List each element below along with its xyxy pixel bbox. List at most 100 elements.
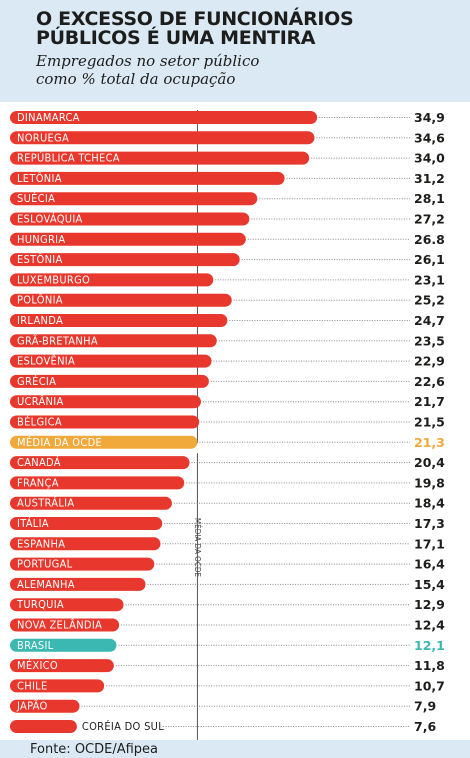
category-label: TURQUIA <box>16 598 64 611</box>
bar <box>10 415 200 429</box>
category-label: CANADÁ <box>17 456 61 469</box>
bar <box>10 699 80 713</box>
category-label: REPÚBLICA TCHECA <box>17 152 120 165</box>
category-label: ITÁLIA <box>17 517 49 530</box>
bar <box>10 456 190 470</box>
value-label: 17,1 <box>414 536 445 551</box>
category-label: JAPÃO <box>16 700 48 713</box>
value-label: 12,4 <box>414 618 445 633</box>
value-label: 23,1 <box>414 272 445 287</box>
bar <box>10 638 117 652</box>
category-label: IRLANDA <box>17 314 63 327</box>
bar <box>10 131 315 145</box>
category-label: ALEMANHA <box>17 578 75 591</box>
bar <box>10 171 285 185</box>
bar <box>10 557 155 571</box>
category-label: CORÉIA DO SUL <box>82 720 164 733</box>
value-label: 18,4 <box>414 496 445 511</box>
value-label: 7,6 <box>414 719 436 734</box>
bar <box>10 293 232 307</box>
value-label: 21,5 <box>414 415 445 430</box>
value-label: 21,3 <box>414 435 445 450</box>
value-label: 27,2 <box>414 212 445 227</box>
value-label: 22,9 <box>414 354 445 369</box>
category-label: LETÔNIA <box>17 172 62 185</box>
source-note: Fonte: OCDE/Afipea <box>30 742 159 757</box>
category-label: BÉLGICA <box>17 416 62 429</box>
category-label: SUÉCIA <box>17 192 55 205</box>
bar <box>10 212 250 226</box>
category-label: MÉXICO <box>17 659 58 672</box>
value-label: 11,8 <box>414 658 445 673</box>
value-label: 7,9 <box>414 699 436 714</box>
bar <box>10 618 120 632</box>
value-label: 28,1 <box>414 191 445 206</box>
header-band: O EXCESSO DE FUNCIONÁRIOS PÚBLICOS É UMA… <box>0 0 470 102</box>
bar <box>10 517 163 530</box>
category-label: FRANÇA <box>17 476 59 489</box>
category-label: UCRÂNIA <box>17 395 64 408</box>
category-label: HUNGRIA <box>17 233 65 246</box>
chart-subtitle: Empregados no setor público como % total… <box>36 52 260 88</box>
bar <box>10 273 214 287</box>
value-label: 22,6 <box>414 374 445 389</box>
value-label: 12,1 <box>414 638 445 653</box>
bar <box>10 679 105 693</box>
bar <box>10 334 217 348</box>
category-label: MÉDIA DA OCDE <box>17 436 102 449</box>
value-label: 19,8 <box>414 475 445 490</box>
category-label: GRÃ-BRETANHA <box>17 334 98 347</box>
category-label: NOVA ZELÂNDIA <box>17 619 102 632</box>
chart-panel: MÉDIA DA OCDE DINAMARCA 34,9 NORUEGA 34,6 REP… <box>8 106 464 740</box>
bar <box>10 354 212 368</box>
category-label: AUSTRÁLIA <box>17 497 74 510</box>
bar <box>10 598 124 612</box>
bar <box>10 659 114 673</box>
category-label: ESTÔNIA <box>17 253 63 266</box>
bar <box>10 374 209 388</box>
category-label: ESLOVÊNIA <box>17 355 75 368</box>
bar <box>10 496 172 510</box>
value-label: 23,5 <box>414 333 445 348</box>
bar <box>10 232 246 246</box>
value-label: 26,1 <box>414 252 445 267</box>
category-label: GRÉCIA <box>17 375 56 388</box>
bar <box>10 720 77 733</box>
bar <box>10 111 318 124</box>
category-label: ESLOVÁQUIA <box>17 213 83 226</box>
bar <box>10 395 201 409</box>
value-label: 21,7 <box>414 394 445 409</box>
category-label: PORTUGAL <box>17 558 73 571</box>
category-label: POLÔNIA <box>17 294 63 307</box>
average-line-label: MÉDIA DA OCDE <box>193 518 204 577</box>
value-label: 17,3 <box>414 516 445 531</box>
value-label: 20,4 <box>414 455 445 470</box>
value-label: 10,7 <box>414 678 445 693</box>
category-label: NORUEGA <box>17 131 69 144</box>
value-label: 24,7 <box>414 313 445 328</box>
value-label: 34,9 <box>414 110 445 125</box>
value-label: 34,0 <box>414 151 445 166</box>
category-label: BRASIL <box>17 639 54 652</box>
bar <box>10 476 185 490</box>
bar <box>10 435 198 449</box>
bar-chart: MÉDIA DA OCDE DINAMARCA 34,9 NORUEGA 34,6 REP… <box>10 110 445 740</box>
value-label: 31,2 <box>414 171 445 186</box>
category-label: DINAMARCA <box>17 111 80 124</box>
value-label: 34,6 <box>414 130 445 145</box>
value-label: 15,4 <box>414 577 445 592</box>
value-label: 26.8 <box>414 232 445 247</box>
bar <box>10 192 258 206</box>
bar <box>10 253 240 267</box>
category-label: CHILE <box>17 679 48 692</box>
value-label: 12,9 <box>414 597 445 612</box>
category-label: LUXEMBURGO <box>17 273 90 286</box>
bar <box>10 577 146 591</box>
category-label: ESPANHA <box>17 537 65 550</box>
value-label: 16,4 <box>414 557 445 572</box>
value-label: 25,2 <box>414 293 445 308</box>
footer-band <box>0 740 470 758</box>
chart-title: O EXCESSO DE FUNCIONÁRIOS PÚBLICOS É UMA… <box>36 8 354 49</box>
bar <box>10 537 161 551</box>
bar <box>10 314 228 327</box>
